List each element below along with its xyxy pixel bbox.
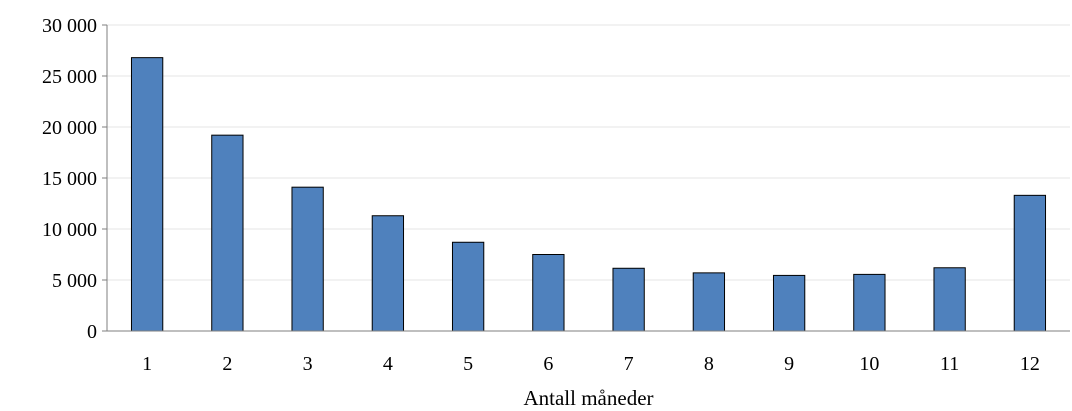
x-tick-label-1: 1 [142, 353, 152, 375]
y-tick-label-5: 25 000 [42, 66, 97, 88]
y-tick-label-1: 5 000 [52, 270, 97, 292]
bar-12 [1013, 194, 1047, 332]
x-tick-label-8: 8 [704, 353, 714, 375]
y-tick-label-0: 0 [87, 321, 97, 343]
grid-lines [107, 24, 1070, 281]
y-tick-label-3: 15 000 [42, 168, 97, 190]
bars [130, 57, 1047, 332]
bar-7 [612, 267, 645, 332]
bar-11 [933, 267, 966, 332]
x-tick-label-7: 7 [624, 353, 634, 375]
y-tick-label-6: 30 000 [42, 15, 97, 37]
bar-2 [211, 134, 244, 332]
bar-6 [532, 254, 565, 332]
x-tick-label-2: 2 [222, 353, 232, 375]
x-tick-label-5: 5 [463, 353, 473, 375]
x-axis-title: Antall måneder [523, 386, 653, 410]
x-tick-label-11: 11 [940, 353, 959, 375]
x-tick-label-9: 9 [784, 353, 794, 375]
bar-10 [853, 273, 886, 332]
bar-9 [772, 274, 806, 332]
bar-1 [130, 57, 164, 332]
bar-8 [692, 272, 726, 332]
x-tick-label-10: 10 [859, 353, 879, 375]
y-tick-label-4: 20 000 [42, 117, 97, 139]
x-tick-label-6: 6 [543, 353, 553, 375]
axes [102, 24, 1070, 332]
x-tick-label-4: 4 [383, 353, 393, 375]
bar-4 [371, 215, 405, 332]
y-tick-label-2: 10 000 [42, 219, 97, 241]
bar-5 [451, 241, 485, 332]
bar-3 [291, 186, 324, 332]
x-tick-label-3: 3 [303, 353, 313, 375]
y-tick-labels: 0 5 000 10 000 15 000 20 000 25 000 30 000 [42, 15, 97, 343]
x-tick-labels: 1 2 3 4 5 6 7 8 9 10 11 12 [142, 353, 1040, 375]
x-tick-label-12: 12 [1020, 353, 1040, 375]
